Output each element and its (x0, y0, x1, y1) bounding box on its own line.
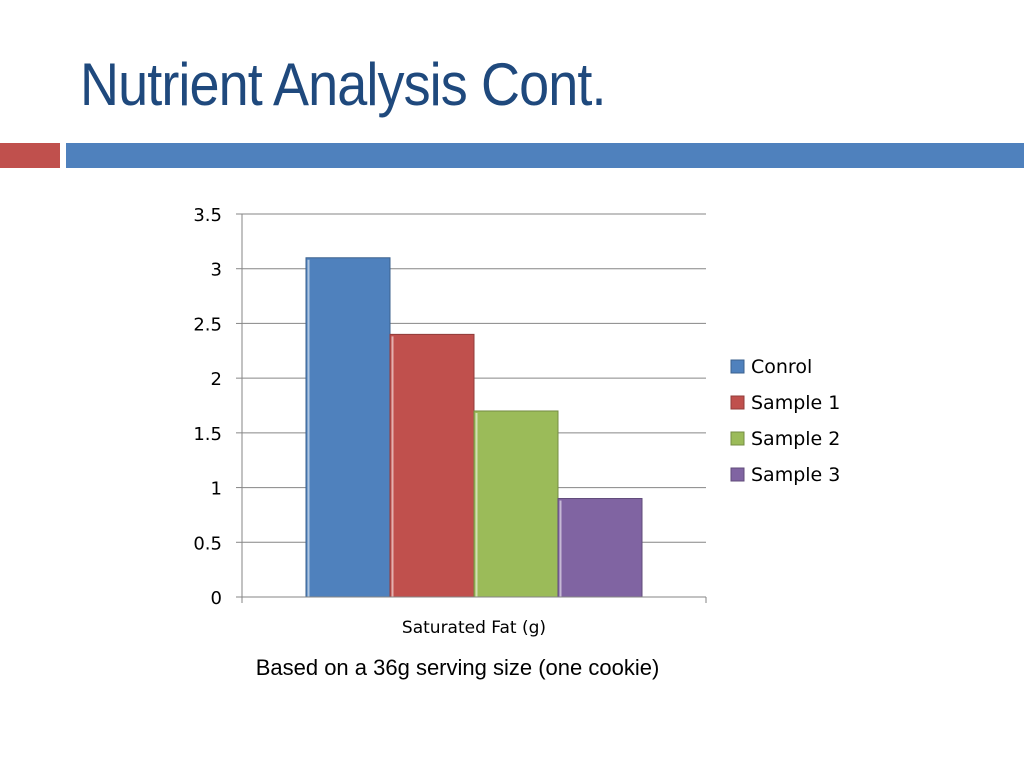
legend-swatch (730, 359, 745, 374)
legend-label: Sample 2 (751, 428, 840, 450)
title-accent-bar-blue (66, 143, 1024, 168)
legend-label: Sample 1 (751, 392, 840, 414)
legend: Conrol Sample 1 Sample 2 Sample 3 (730, 356, 840, 486)
bar (557, 498, 643, 598)
serving-size-note: Based on a 36g serving size (one cookie) (255, 655, 660, 680)
y-tick-label: 1 (211, 479, 222, 500)
y-tick-label: 2.5 (193, 314, 222, 335)
y-tick-label: 1.5 (193, 424, 222, 445)
y-tick-label: 3.5 (193, 205, 222, 226)
y-tick-label: 2 (211, 369, 222, 390)
legend-swatch (730, 431, 745, 446)
axes: 0 0.5 1 1.5 2 2.5 3 3.5 Saturated Fat (g) (193, 205, 707, 638)
bar (305, 257, 391, 598)
legend-swatch (730, 395, 745, 410)
slide-title: Nutrient Analysis Cont. (80, 51, 606, 118)
y-tick-label: 0 (211, 588, 222, 609)
y-tick-label: 3 (211, 260, 222, 281)
legend-label: Sample 3 (751, 464, 840, 486)
bars (305, 257, 643, 598)
title-accent-bar-red (0, 143, 60, 168)
legend-label: Conrol (751, 356, 812, 378)
bar (473, 410, 559, 598)
x-category-label: Saturated Fat (g) (402, 618, 546, 638)
legend-swatch (730, 467, 745, 482)
y-tick-label: 0.5 (193, 533, 222, 554)
bar (389, 333, 475, 598)
